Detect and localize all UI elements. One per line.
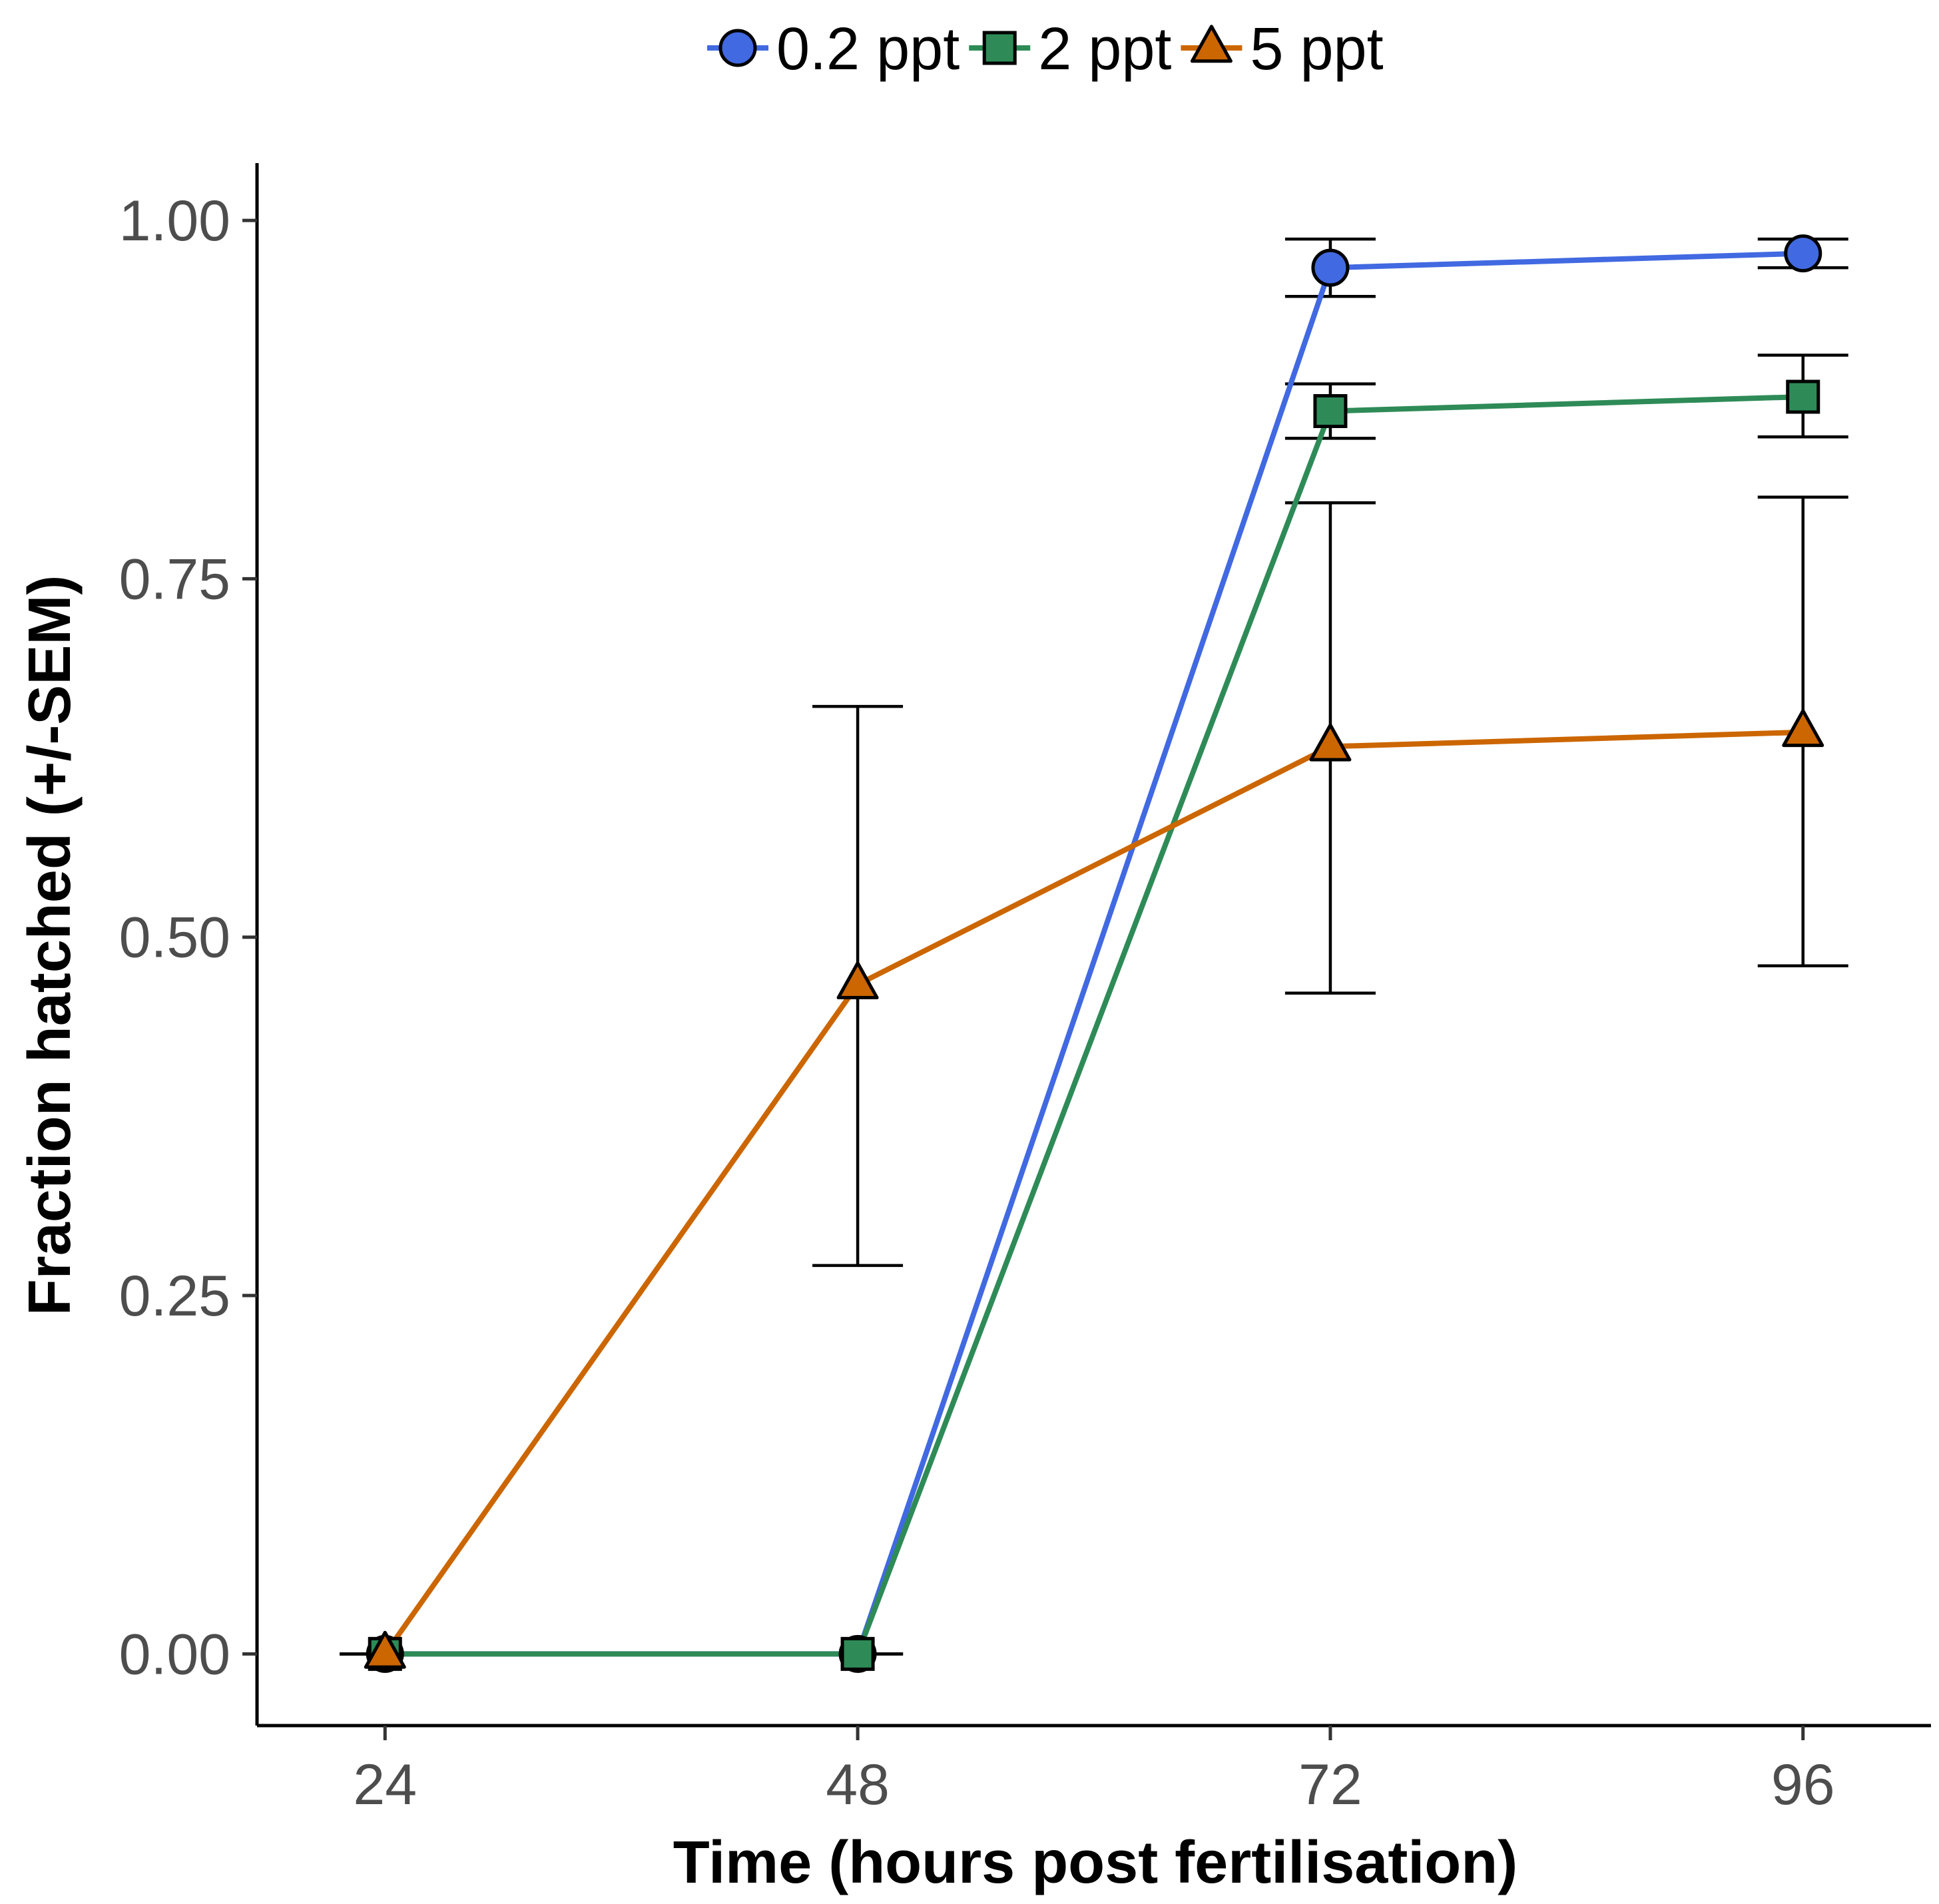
legend-triangle-marker [1190,25,1233,63]
x-tick-label: 48 [826,1753,890,1817]
series-line [382,729,1806,1657]
error-bars [340,237,1848,1656]
x-axis-title: Time (hours post fertilisation) [673,1829,1518,1896]
series-lines [382,250,1806,1657]
y-tick-label: 0.50 [119,906,230,970]
data-markers [364,234,1824,1673]
triangle-marker [836,961,879,1000]
y-axis-title: Fraction hatched (+/-SEM) [17,575,83,1316]
series-line [382,393,1806,1657]
legend-label: 0.2 ppt [776,16,960,83]
legend-circle-marker [718,29,757,67]
legend-label: 2 ppt [1038,16,1171,83]
square-marker [840,1636,875,1671]
axes: 0.00 0.25 0.50 0.75 1.00 24 48 72 96 [119,163,1931,1817]
triangle-marker [364,1630,406,1669]
square-marker [1313,394,1348,429]
y-tick-label: 1.00 [119,189,230,253]
x-tick-label: 72 [1298,1753,1362,1817]
square-marker [1786,379,1820,414]
triangle-marker [1309,723,1352,762]
legend-item: 0.2 ppt [707,16,960,83]
circle-marker [1784,234,1822,273]
circle-marker [1311,248,1350,287]
legend: 0.2 ppt 2 ppt 5 ppt [707,16,1384,83]
x-tick-label: 96 [1771,1753,1835,1817]
legend-item: 5 ppt [1181,16,1384,83]
x-tick-label: 24 [353,1753,417,1817]
triangle-marker [1782,709,1824,748]
y-tick-label: 0.25 [119,1264,230,1328]
y-tick-label: 0.75 [119,547,230,611]
y-tick-label: 0.00 [119,1622,230,1686]
legend-item: 2 ppt [969,16,1171,83]
legend-square-marker [982,31,1017,65]
series-line [382,250,1806,1657]
legend-label: 5 ppt [1250,16,1383,83]
